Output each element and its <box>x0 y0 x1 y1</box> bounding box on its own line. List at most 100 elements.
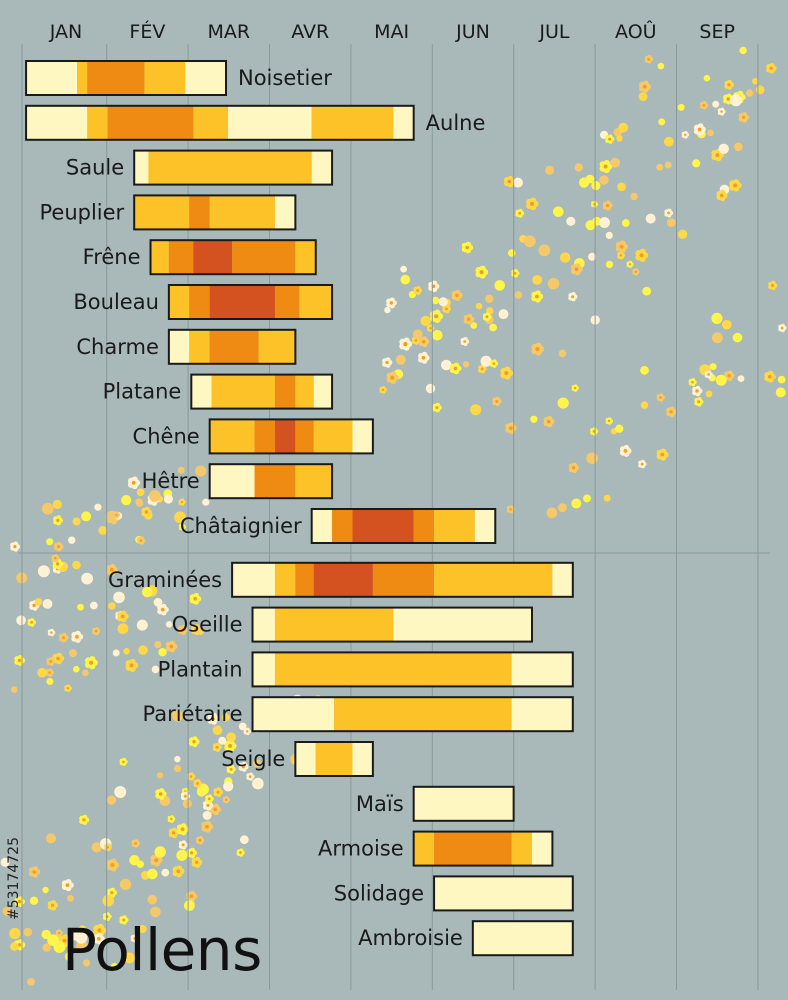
flower-dot <box>722 319 732 330</box>
flower-dot <box>121 495 132 506</box>
flower-dot <box>195 465 207 477</box>
plant-label: Châtaignier <box>180 514 302 538</box>
flower-shape <box>51 554 60 563</box>
flower-shape <box>14 896 25 907</box>
bar-segment <box>413 509 435 543</box>
flower-dot <box>90 601 98 610</box>
flower-dot <box>599 175 609 185</box>
month-label: JAN <box>49 21 82 43</box>
flower-dot <box>591 181 601 191</box>
pollen-row: Frêne <box>83 239 317 276</box>
flower-dot <box>645 213 656 224</box>
flower-shape <box>632 268 640 276</box>
flower-shape <box>717 107 726 116</box>
pollen-row: Graminées <box>108 561 574 598</box>
flower-dot <box>615 424 624 433</box>
flower-dot <box>238 722 247 731</box>
pollen-row: Saule <box>66 149 334 186</box>
flower-dot <box>485 294 494 303</box>
flower-dot <box>41 502 54 515</box>
flower-shape <box>61 879 74 892</box>
flower-shape <box>666 406 677 418</box>
flower-dot <box>431 296 440 305</box>
bar-segment <box>209 419 255 454</box>
flower-dot <box>117 623 129 635</box>
bar-segment <box>332 509 353 543</box>
month-label: AVR <box>291 21 329 43</box>
flower-dot <box>68 649 77 658</box>
flower-shape <box>201 820 214 833</box>
flower-dot <box>184 900 195 911</box>
flower-shape <box>515 208 525 218</box>
flower-dot <box>707 129 714 137</box>
flower-dot <box>252 759 261 768</box>
bar-segment <box>393 607 532 642</box>
flower-dot <box>583 494 591 503</box>
flower-shape <box>506 505 515 514</box>
flower-dot <box>113 591 125 604</box>
pollen-row: Seigle <box>221 741 374 777</box>
bar-segment <box>352 509 414 543</box>
flower-shape <box>568 462 579 474</box>
flower-shape <box>14 654 26 666</box>
bar-outline <box>167 284 334 320</box>
flower-dot <box>425 383 436 394</box>
flower-dot <box>81 572 93 585</box>
flower-dot <box>68 536 76 544</box>
flower-shape <box>451 289 463 302</box>
flower-shape <box>500 366 513 380</box>
month-label: MAI <box>374 21 409 43</box>
flower-shape <box>693 123 706 136</box>
flower-dot <box>755 85 765 95</box>
flower-dot <box>136 619 148 631</box>
flower-shape <box>155 788 167 800</box>
pollen-row: Charme <box>76 328 297 365</box>
flower-dot <box>106 795 117 805</box>
bar-segment <box>77 61 88 95</box>
flower-shape <box>644 55 654 64</box>
flower-shape <box>178 624 188 635</box>
flower-dot <box>46 678 54 685</box>
flower-shape <box>656 393 665 402</box>
bar-segment <box>209 195 275 230</box>
bar-segment <box>413 831 435 866</box>
flower-dot <box>102 894 114 907</box>
flower-dot <box>470 404 482 416</box>
flower-dot <box>154 846 166 858</box>
flower-shape <box>157 603 169 616</box>
bar-segment <box>254 464 296 499</box>
flower-dot <box>91 842 102 853</box>
plant-label: Frêne <box>83 245 141 269</box>
flower-shape <box>590 427 599 436</box>
flower-dot <box>110 963 119 971</box>
bar-segment <box>511 697 573 732</box>
flower-dot <box>42 886 49 894</box>
flower-dot <box>147 868 158 880</box>
flower-dot <box>212 725 223 735</box>
bar-outline <box>251 606 534 643</box>
flower-shape <box>119 757 128 766</box>
flower-shape <box>172 865 185 878</box>
bar-outline <box>149 239 317 276</box>
flower-shape <box>193 778 203 788</box>
flower-shape <box>626 260 634 268</box>
flower-dot <box>432 330 443 341</box>
flower-shape <box>243 727 252 736</box>
flower-dot <box>413 329 423 340</box>
flower-dot <box>730 94 742 107</box>
flower-shape <box>176 823 189 836</box>
bar-segment <box>168 240 194 275</box>
flower-dot <box>546 507 558 519</box>
flower-dot <box>712 100 720 108</box>
bar-segment <box>232 562 275 597</box>
flower-shape <box>106 858 120 872</box>
flower-dot <box>135 498 143 506</box>
pollen-row: Armoise <box>318 830 554 867</box>
pollen-row: Oseille <box>172 606 534 643</box>
bar-segment <box>474 509 496 543</box>
bar-segment <box>185 61 226 95</box>
bar-segment <box>472 921 573 956</box>
flower-shape <box>207 712 220 725</box>
bar-outline <box>208 463 334 500</box>
flower-dot <box>123 952 135 964</box>
